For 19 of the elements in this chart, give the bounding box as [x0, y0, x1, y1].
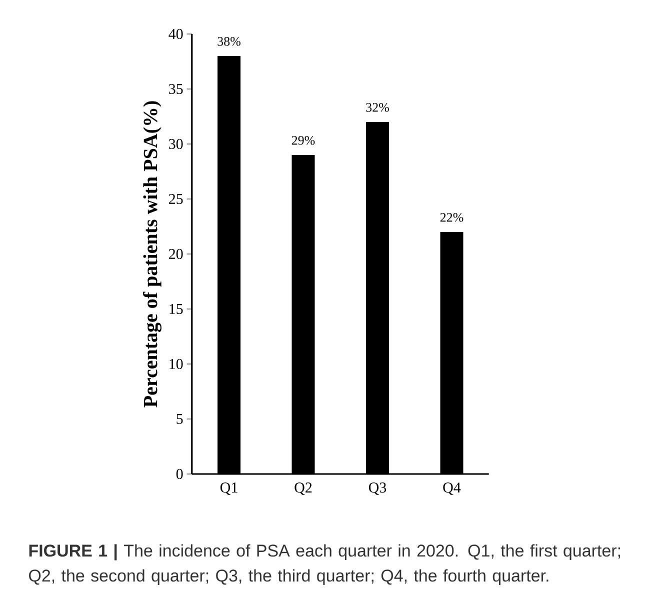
- x-tick-label: Q4: [443, 482, 461, 495]
- y-tick-label: 20: [169, 248, 183, 260]
- data-label: 29%: [292, 136, 315, 145]
- y-tick-label: 30: [169, 138, 183, 150]
- x-tick-label: Q1: [220, 482, 238, 495]
- y-tick-label: 40: [168, 28, 183, 40]
- data-label: 22%: [440, 212, 464, 222]
- text: FIGURE 1 | The incidence of PSA each quarter in 2020. Q1, the first quarter; Q2, the second quarter; Q3, the third quarter; Q4, the fourth quarter.: [29, 544, 620, 586]
- y-tick-label: 0: [176, 468, 183, 480]
- data-label: 32%: [366, 102, 389, 112]
- y-tick-label: 35: [169, 84, 183, 94]
- data-label: 38%: [218, 36, 240, 46]
- y-axis-title: Percentage of patients with PSA(%): [142, 101, 162, 408]
- y-tick-label: 15: [170, 304, 183, 314]
- y-tick-label: 25: [169, 194, 183, 204]
- y-tick-label: 5: [176, 414, 183, 424]
- x-tick-label: Q2: [294, 482, 312, 495]
- x-tick-label: Q3: [368, 482, 386, 495]
- y-tick-label: 10: [170, 358, 183, 370]
